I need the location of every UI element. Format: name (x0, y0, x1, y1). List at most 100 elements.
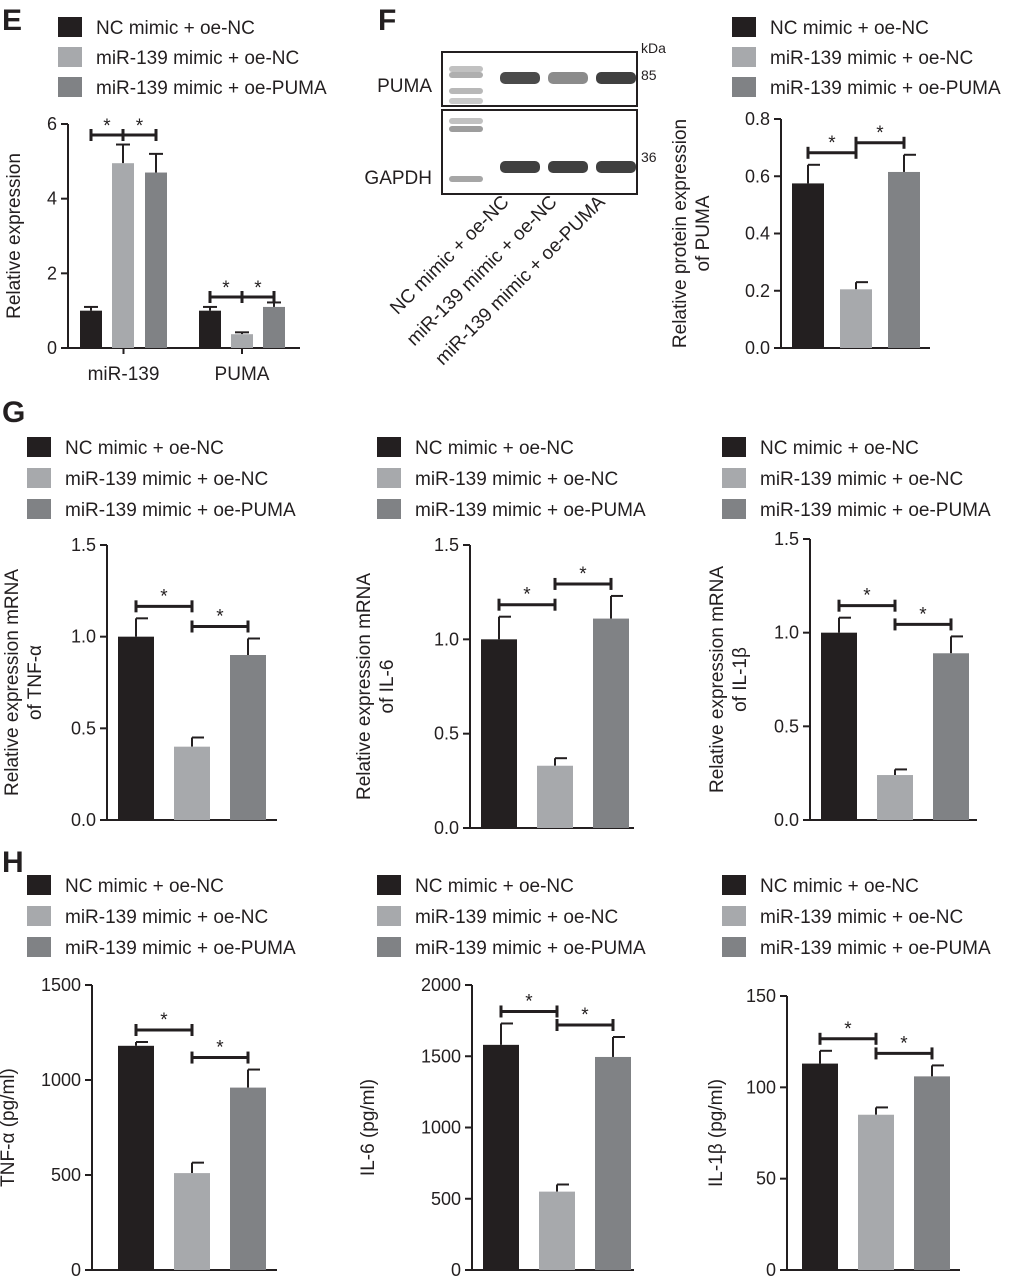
bar (263, 306, 285, 348)
legend-swatch (377, 437, 401, 457)
legend-label: miR-139 mimic + oe-PUMA (65, 500, 296, 521)
band-gapdh (500, 161, 540, 173)
bar (199, 310, 221, 348)
y-axis-title: Relative expression mRNA (354, 573, 375, 800)
x-tick-label: miR-139 (88, 364, 160, 385)
bar (593, 618, 629, 828)
y-tick-label: 0 (47, 338, 57, 358)
legend: NC mimic + oe-NC miR-139 mimic + oe-NC miR… (27, 437, 296, 521)
y-tick-label: 0.5 (434, 724, 459, 744)
legend: NC mimic + oe-NC miR-139 mimic + oe-NC miR… (722, 875, 991, 959)
legend-swatch (58, 77, 82, 97)
legend-label: miR-139 mimic + oe-PUMA (65, 938, 296, 959)
y-axis-title-line2: of TNF-α (25, 645, 46, 720)
significance-star: * (581, 1005, 589, 1026)
band-puma (500, 72, 540, 84)
blot-kda-header: kDa (641, 40, 666, 56)
legend-label: NC mimic + oe-NC (96, 18, 255, 39)
ladder-band (449, 88, 483, 94)
y-tick-label: 0.8 (745, 109, 770, 129)
y-tick-label: 1.0 (774, 623, 799, 643)
bar (118, 1045, 154, 1270)
y-tick-label: 150 (746, 986, 776, 1006)
legend-swatch (722, 906, 746, 926)
legend-label: miR-139 mimic + oe-NC (415, 469, 618, 490)
y-axis-title-line2: of IL-1β (730, 647, 751, 712)
y-tick-label: 0.0 (745, 338, 770, 358)
bar (821, 632, 857, 820)
significance-star: * (160, 586, 168, 607)
y-tick-label: 100 (746, 1077, 776, 1097)
bar (112, 163, 134, 348)
significance-star: * (525, 991, 533, 1012)
y-tick-label: 0.0 (71, 810, 96, 830)
y-tick-label: 0.5 (71, 718, 96, 738)
y-tick-label: 0.4 (745, 224, 770, 244)
significance-star: * (900, 1033, 908, 1054)
legend-label: miR-139 mimic + oe-PUMA (415, 938, 646, 959)
significance-star: * (863, 586, 871, 607)
legend-swatch (27, 437, 51, 457)
bar (174, 746, 210, 820)
legend-label: miR-139 mimic + oe-NC (415, 907, 618, 928)
significance-star: * (828, 133, 836, 154)
band-puma (548, 72, 588, 84)
legend: NC mimic + oe-NC miR-139 mimic + oe-NC miR… (27, 875, 296, 959)
ladder-band (449, 66, 483, 72)
y-axis-title: IL-6 (pg/ml) (358, 1079, 379, 1176)
legend-swatch (377, 937, 401, 957)
panel-label-h: H (2, 846, 24, 879)
legend-label: NC mimic + oe-NC (770, 18, 929, 39)
bar (118, 636, 154, 820)
y-tick-label: 1.5 (434, 535, 459, 555)
panel-label-e: E (2, 4, 22, 37)
significance-star: * (254, 278, 262, 299)
legend-swatch (377, 499, 401, 519)
y-tick-label: 500 (51, 1165, 81, 1185)
bar (174, 1173, 210, 1270)
legend: NC mimic + oe-NC miR-139 mimic + oe-NC miR… (732, 17, 1001, 99)
significance-star: * (579, 564, 587, 585)
y-tick-label: 2000 (421, 975, 461, 995)
legend: NC mimic + oe-NC miR-139 mimic + oe-NC miR… (377, 437, 646, 521)
significance-star: * (844, 1019, 852, 1040)
legend-swatch (58, 47, 82, 67)
bar (483, 1044, 519, 1270)
blot-kda-36: 36 (641, 149, 657, 165)
legend-label: NC mimic + oe-NC (760, 876, 919, 897)
y-tick-label: 0 (766, 1260, 776, 1276)
y-tick-label: 2 (47, 263, 57, 283)
y-tick-label: 1500 (41, 975, 81, 995)
bar (80, 310, 102, 348)
legend-label: NC mimic + oe-NC (415, 438, 574, 459)
bar (595, 1056, 631, 1270)
legend-label: miR-139 mimic + oe-NC (65, 469, 268, 490)
bar (802, 1063, 838, 1270)
legend-swatch (722, 499, 746, 519)
y-tick-label: 1.5 (71, 535, 96, 555)
band-gapdh (548, 161, 588, 173)
legend-label: NC mimic + oe-NC (65, 438, 224, 459)
y-tick-label: 0.2 (745, 281, 770, 301)
y-tick-label: 1.0 (71, 627, 96, 647)
legend-label: miR-139 mimic + oe-PUMA (770, 78, 1001, 99)
ladder-band (449, 176, 483, 182)
y-tick-label: 0 (71, 1260, 81, 1276)
ladder-band (449, 72, 483, 78)
legend-swatch (722, 875, 746, 895)
y-tick-label: 1000 (41, 1070, 81, 1090)
significance-star: * (222, 278, 230, 299)
y-tick-label: 1.0 (434, 629, 459, 649)
legend-label: miR-139 mimic + oe-PUMA (96, 78, 327, 99)
y-tick-label: 50 (756, 1169, 776, 1189)
y-tick-label: 0.0 (434, 818, 459, 838)
y-axis-title: Relative protein expression (670, 119, 691, 348)
legend-swatch (722, 468, 746, 488)
y-tick-label: 0.6 (745, 166, 770, 186)
legend-swatch (722, 937, 746, 957)
bar (914, 1076, 950, 1270)
y-tick-label: 1.5 (774, 529, 799, 549)
significance-star: * (523, 585, 531, 606)
legend-label: NC mimic + oe-NC (760, 438, 919, 459)
